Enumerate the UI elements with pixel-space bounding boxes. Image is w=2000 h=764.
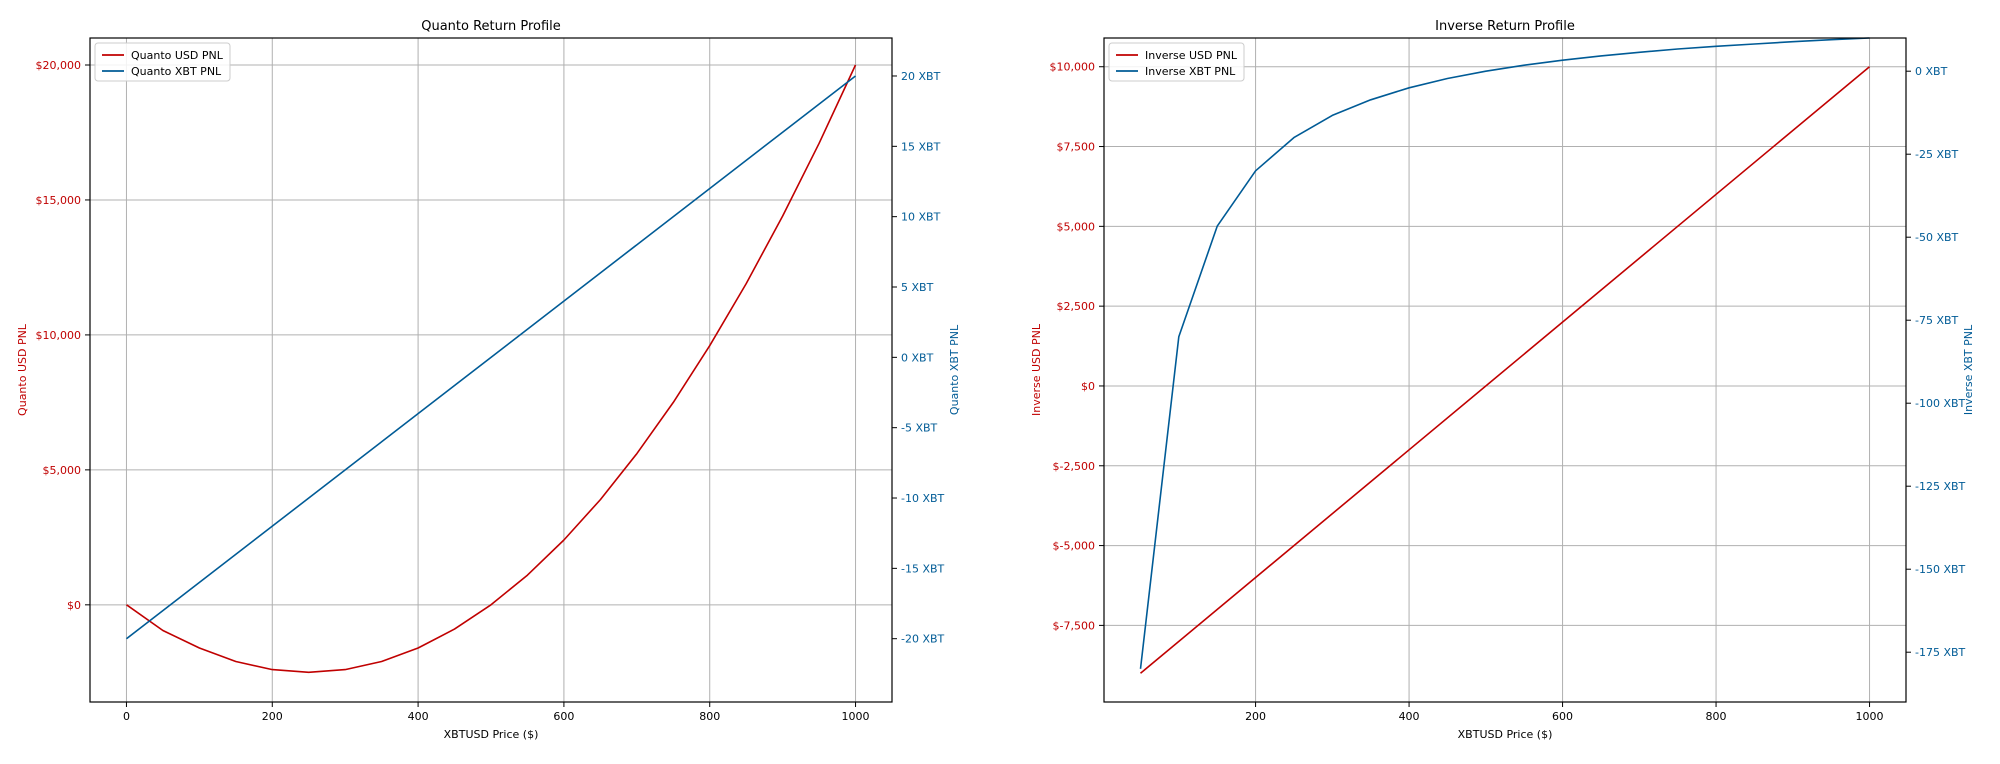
legend-label: Inverse USD PNL [1145,49,1238,62]
x-axis-label: XBTUSD Price ($) [444,728,539,741]
y2-tick-label: 0 XBT [901,351,934,364]
y2-tick-label: 15 XBT [901,140,941,153]
x-tick-label: 600 [1552,710,1573,723]
y-axis-label: Quanto USD PNL [16,323,29,416]
y2-tick-label: -5 XBT [901,422,938,435]
y2-tick-label: -125 XBT [1915,480,1966,493]
y-tick-label: $-5,000 [1053,540,1095,553]
y2-tick-label: -50 XBT [1915,231,1959,244]
y2-tick-label: 20 XBT [901,70,941,83]
y2-tick-label: -175 XBT [1915,646,1966,659]
series-line-xbt [126,75,856,640]
y2-tick-label: -20 XBT [901,633,945,646]
y2-tick-label: -100 XBT [1915,397,1966,410]
legend-box [1108,42,1245,82]
y2-tick-label: 10 XBT [901,211,941,224]
y2-tick-label: -10 XBT [901,492,945,505]
y-tick-label: $-7,500 [1053,619,1095,632]
y-axis-label: Inverse USD PNL [1030,323,1043,416]
y2-tick-label: -15 XBT [901,562,945,575]
y-tick-label: $2,500 [1057,300,1096,313]
y-tick-label: $7,500 [1057,141,1096,154]
x-tick-label: 1000 [842,710,870,723]
legend-box [94,42,231,82]
series-line-usd [1139,66,1871,674]
y2-tick-label: -150 XBT [1915,563,1966,576]
legend: Quanto USD PNL Quanto XBT PNL [94,42,231,82]
legend-label: Quanto XBT PNL [131,65,222,78]
y-tick-label: $10,000 [1050,61,1096,74]
x-axis-label: XBTUSD Price ($) [1458,728,1553,741]
y2-tick-label: 0 XBT [1915,65,1948,78]
x-tick-label: 600 [553,710,574,723]
y-tick-label: $0 [67,599,81,612]
y-tick-label: $0 [1081,380,1095,393]
x-tick-label: 400 [1399,710,1420,723]
plot-frame [1103,37,1907,703]
series-line-xbt [1139,37,1870,669]
x-tick-label: 200 [1245,710,1266,723]
y2-tick-label: 5 XBT [901,281,934,294]
y2-axis-label: Inverse XBT PNL [1962,324,1975,415]
y-tick-label: $10,000 [36,329,82,342]
y2-tick-label: -75 XBT [1915,314,1959,327]
y-tick-label: $20,000 [36,59,82,72]
y-tick-label: $-2,500 [1053,460,1095,473]
quanto-chart: 0 200 400 600 800 1000 $0 $5,000 $10,000 $15,000 $… [16,19,961,741]
x-tick-label: 200 [262,710,283,723]
x-tick-label: 0 [123,710,130,723]
chart-title: Quanto Return Profile [421,19,561,34]
legend-label: Inverse XBT PNL [1145,65,1236,78]
legend: Inverse USD PNL Inverse XBT PNL [1108,42,1245,82]
y2-tick-label: -25 XBT [1915,148,1959,161]
x-tick-label: 1000 [1856,710,1884,723]
x-tick-label: 800 [699,710,720,723]
inverse-chart: 200 400 600 800 1000 $-7,500 $-5,000 $-2,500 $0 $… [1030,19,1975,741]
y2-axis-label: Quanto XBT PNL [948,324,961,415]
chart-title: Inverse Return Profile [1435,19,1575,34]
legend-label: Quanto USD PNL [131,49,224,62]
y-tick-label: $5,000 [43,464,82,477]
y-tick-label: $5,000 [1057,220,1096,233]
plot-frame [89,37,893,703]
x-tick-label: 400 [408,710,429,723]
series-line-usd [126,64,857,674]
x-tick-label: 800 [1706,710,1727,723]
y-tick-label: $15,000 [36,194,82,207]
